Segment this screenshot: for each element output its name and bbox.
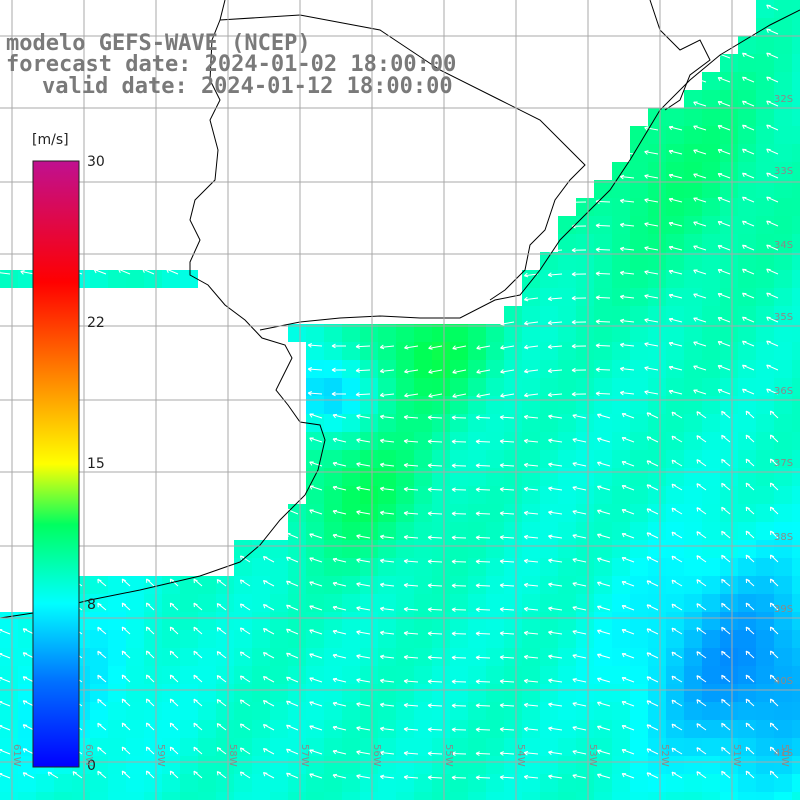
colorbar-gradient — [32, 160, 80, 768]
colorbar-tick-8: 8 — [87, 596, 96, 613]
lat-label-34S: 34S — [774, 240, 794, 251]
lat-label-39S: 39S — [774, 604, 794, 615]
lon-label-53W: 53W — [587, 744, 598, 767]
colorbar-tick-30: 30 — [87, 154, 105, 170]
lon-label-59W: 59W — [155, 744, 166, 767]
lon-label-52W: 52W — [659, 744, 670, 767]
lon-label-55W: 55W — [443, 744, 454, 767]
lat-label-36S: 36S — [774, 386, 794, 397]
colorbar-tick-22: 22 — [87, 315, 105, 332]
lat-label-41S: 41S — [774, 748, 794, 759]
lon-label-51W: 51W — [731, 744, 742, 767]
lon-label-57W: 57W — [299, 744, 310, 767]
lat-label-32S: 32S — [774, 94, 794, 105]
colorbar — [32, 160, 80, 768]
lon-label-56W: 56W — [371, 744, 382, 767]
coastline — [0, 0, 800, 619]
lon-label-50W: 50W — [779, 744, 790, 767]
model-title: modelo GEFS-WAVE (NCEP) — [6, 31, 311, 56]
forecast-date: forecast date: 2024-01-02 18:00:00 — [6, 52, 457, 77]
lat-label-38S: 38S — [774, 532, 794, 543]
lon-label-61W: 61W — [11, 744, 22, 767]
lat-label-40S: 40S — [774, 676, 794, 687]
colorbar-tick-15: 15 — [87, 456, 105, 472]
lon-label-54W: 54W — [515, 744, 526, 767]
coastline-land-boundary — [219, 0, 711, 301]
lon-label-58W: 58W — [227, 744, 238, 767]
colorbar-unit: [m/s] — [32, 132, 69, 148]
lat-label-33S: 33S — [774, 166, 794, 177]
valid-date: valid date: 2024-01-12 18:00:00 — [42, 74, 453, 99]
lat-label-37S: 37S — [774, 458, 794, 469]
colorbar-tick-0: 0 — [87, 758, 96, 774]
lat-label-35S: 35S — [774, 312, 794, 323]
lon-label-60W: 60W — [83, 744, 94, 767]
